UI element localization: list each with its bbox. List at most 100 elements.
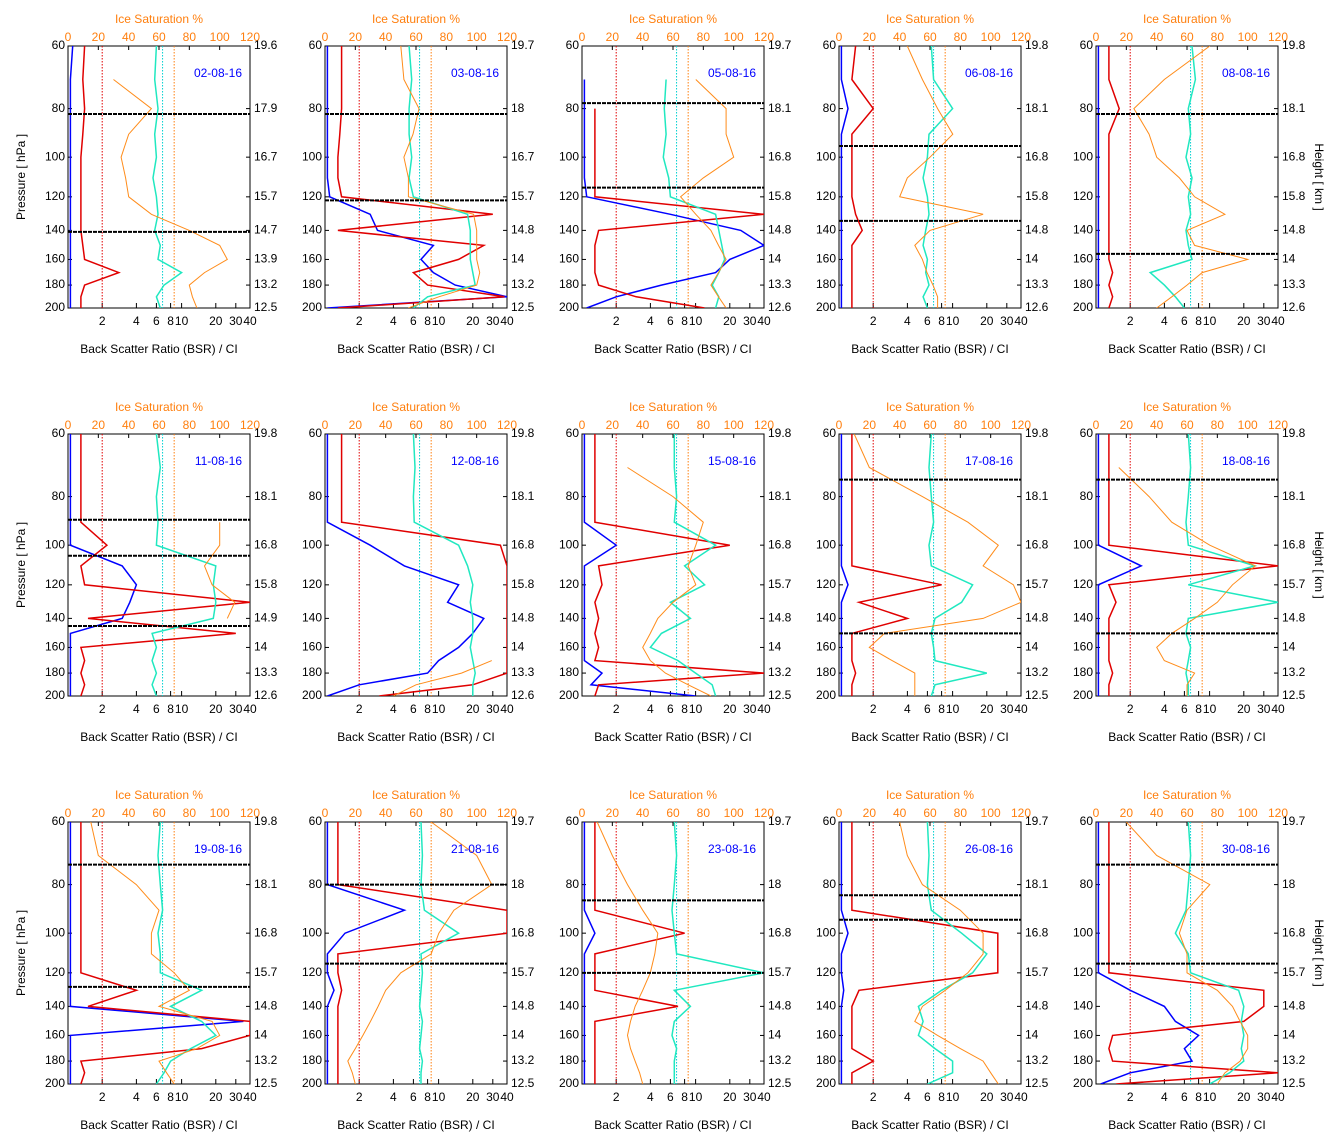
x2-tick-label: 100 (981, 418, 1001, 432)
y2-axis-label: Height [ km ] (1312, 919, 1326, 986)
y2-tick-label: 12.5 (1282, 1076, 1306, 1090)
y-axis-label: Pressure [ hPa ] (14, 910, 28, 996)
y-tick-label: 160 (302, 252, 322, 266)
date-label: 02-08-16 (194, 66, 242, 80)
y2-tick-label: 19.8 (254, 426, 278, 440)
y-tick-label: 200 (302, 688, 322, 702)
y-tick-label: 60 (309, 426, 323, 440)
x2-tick-label: 80 (697, 806, 711, 820)
x-tick-label: 8 (681, 314, 688, 328)
profile-line (1108, 822, 1278, 1084)
x2-tick-label: 60 (1180, 806, 1194, 820)
y-tick-label: 180 (1073, 277, 1093, 291)
y2-tick-label: 12.5 (254, 300, 278, 314)
y2-tick-label: 15.7 (511, 965, 535, 979)
y-tick-label: 180 (816, 277, 836, 291)
x-axis-label: Back Scatter Ratio (BSR) / CI (851, 342, 1008, 356)
profile-line (155, 822, 218, 1084)
profile-line (1133, 46, 1250, 308)
profile-line (594, 822, 685, 1084)
x2-tick-label: 40 (893, 806, 907, 820)
y-tick-label: 100 (816, 537, 836, 551)
x-tick-label: 10 (946, 702, 960, 716)
y-tick-label: 120 (559, 189, 579, 203)
curves (326, 822, 507, 1084)
x2-tick-label: 40 (636, 418, 650, 432)
plot-frame (1095, 45, 1279, 309)
profile-line (1108, 46, 1121, 308)
x-tick-label: 6 (667, 314, 674, 328)
y2-tick-label: 13.3 (768, 277, 792, 291)
x2-axis-label: Ice Saturation % (629, 788, 717, 802)
y2-tick-label: 16.8 (254, 537, 278, 551)
x2-tick-label: 100 (210, 418, 230, 432)
x2-tick-label: 120 (497, 30, 517, 44)
y-tick-label: 80 (823, 877, 837, 891)
y-tick-label: 100 (302, 925, 322, 939)
x2-tick-label: 40 (893, 418, 907, 432)
x-tick-label: 6 (153, 702, 160, 716)
profile-line (79, 822, 250, 1084)
x2-tick-label: 0 (65, 418, 72, 432)
x-tick-label: 30 (1000, 702, 1014, 716)
y2-tick-label: 16.8 (1282, 149, 1306, 163)
y-tick-label: 80 (309, 489, 323, 503)
profile-line (1125, 822, 1249, 1084)
x2-tick-label: 40 (1150, 418, 1164, 432)
y-tick-label: 180 (816, 1053, 836, 1067)
y-tick-label: 80 (1080, 489, 1094, 503)
x-tick-label: 4 (647, 702, 654, 716)
x-tick-label: 20 (723, 1090, 737, 1104)
y-tick-label: 80 (1080, 877, 1094, 891)
y2-tick-label: 14 (511, 252, 525, 266)
x2-tick-label: 60 (152, 806, 166, 820)
x2-tick-label: 60 (923, 30, 937, 44)
y2-tick-label: 16.8 (1025, 925, 1049, 939)
x2-tick-label: 20 (349, 30, 363, 44)
y-tick-label: 160 (302, 640, 322, 654)
y-tick-label: 140 (45, 611, 65, 625)
y-tick-label: 160 (559, 1028, 579, 1042)
x-tick-label: 10 (1203, 1090, 1217, 1104)
x-axis-label: Back Scatter Ratio (BSR) / CI (80, 730, 237, 744)
profile-line (840, 46, 849, 308)
x-tick-label: 40 (500, 702, 514, 716)
x2-tick-label: 0 (322, 418, 329, 432)
profile-line (917, 822, 988, 1084)
y-tick-label: 140 (1073, 999, 1093, 1013)
y-tick-label: 200 (45, 688, 65, 702)
y2-tick-label: 13.2 (511, 1053, 535, 1067)
x2-tick-label: 100 (724, 30, 744, 44)
y-tick-label: 140 (559, 223, 579, 237)
x2-tick-label: 20 (606, 30, 620, 44)
x2-tick-label: 0 (1093, 418, 1100, 432)
panel: 0 20 40 60 80 100 120 Ice Saturation % 2 4 6 8 10 20 3… (14, 400, 278, 744)
y-tick-label: 140 (45, 223, 65, 237)
x2-tick-label: 100 (1238, 806, 1258, 820)
y-axis-label: Pressure [ hPa ] (14, 134, 28, 220)
profile-line (1097, 434, 1143, 696)
x-tick-label: 40 (243, 1090, 257, 1104)
y-tick-label: 100 (559, 537, 579, 551)
panel: 0 20 40 60 80 100 120 Ice Saturation % 2 4 6 8 10 20 3… (1073, 12, 1326, 356)
y2-axis-label: Height [ km ] (1312, 143, 1326, 210)
date-label: 03-08-16 (451, 66, 499, 80)
x-tick-label: 4 (390, 702, 397, 716)
panel: 0 20 40 60 80 100 120 Ice Saturation % 2 4 6 8 10 20 3… (559, 788, 792, 1132)
y-tick-label: 160 (1073, 252, 1093, 266)
profile-line (671, 822, 764, 1084)
panel: 0 20 40 60 80 100 120 Ice Saturation % 2 4 6 8 10 20 3… (302, 12, 535, 356)
date-label: 15-08-16 (708, 454, 756, 468)
x2-axis-label: Ice Saturation % (115, 788, 203, 802)
y-tick-label: 120 (45, 189, 65, 203)
y2-tick-label: 18.1 (1025, 489, 1049, 503)
y-tick-label: 120 (302, 189, 322, 203)
x2-tick-label: 80 (697, 418, 711, 432)
profile-line (1107, 434, 1278, 696)
x-tick-label: 10 (175, 1090, 189, 1104)
x-axis-label: Back Scatter Ratio (BSR) / CI (594, 730, 751, 744)
y-tick-label: 160 (816, 252, 836, 266)
y2-tick-label: 12.5 (768, 688, 792, 702)
y2-tick-label: 14.8 (511, 999, 535, 1013)
x2-tick-label: 80 (1211, 806, 1225, 820)
